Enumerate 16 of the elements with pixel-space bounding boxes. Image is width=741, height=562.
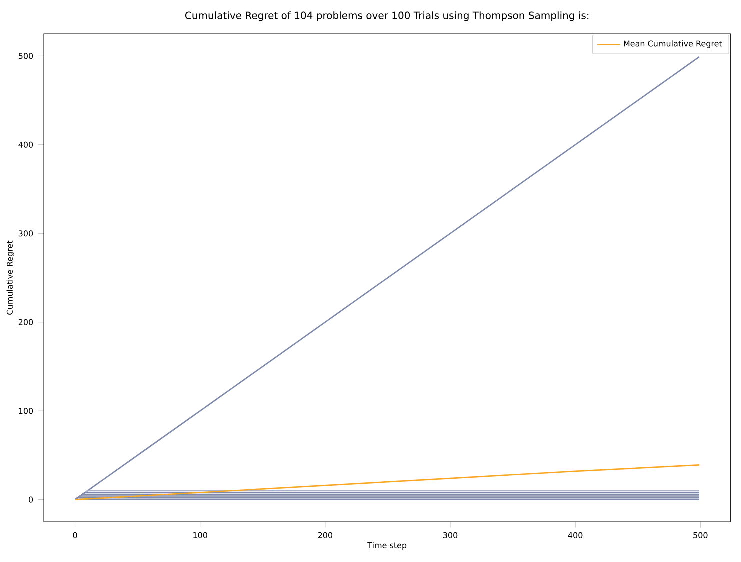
x-tick-label: 300 <box>443 532 458 538</box>
x-tick-label: 200 <box>318 532 333 538</box>
y-axis-title: Cumulative Regret <box>6 240 15 315</box>
x-tick-label: 500 <box>694 532 708 538</box>
chart-title: Cumulative Regret of 104 problems over 100 Trials using Thompson Sampling is: <box>185 12 589 22</box>
legend-label: Mean Cumulative Regret <box>624 40 722 48</box>
y-tick-label: 0 <box>29 496 34 503</box>
x-axis-title: Time step <box>368 542 407 550</box>
y-tick-label: 300 <box>18 230 34 237</box>
y-tick-label: 200 <box>18 319 34 326</box>
y-tick-label: 400 <box>18 142 34 148</box>
y-tick-label: 100 <box>19 408 34 414</box>
y-tick-label: 500 <box>18 53 34 60</box>
x-tick-label: 100 <box>194 532 208 538</box>
x-tick-label: 0 <box>73 532 78 538</box>
x-tick-label: 400 <box>568 532 583 538</box>
